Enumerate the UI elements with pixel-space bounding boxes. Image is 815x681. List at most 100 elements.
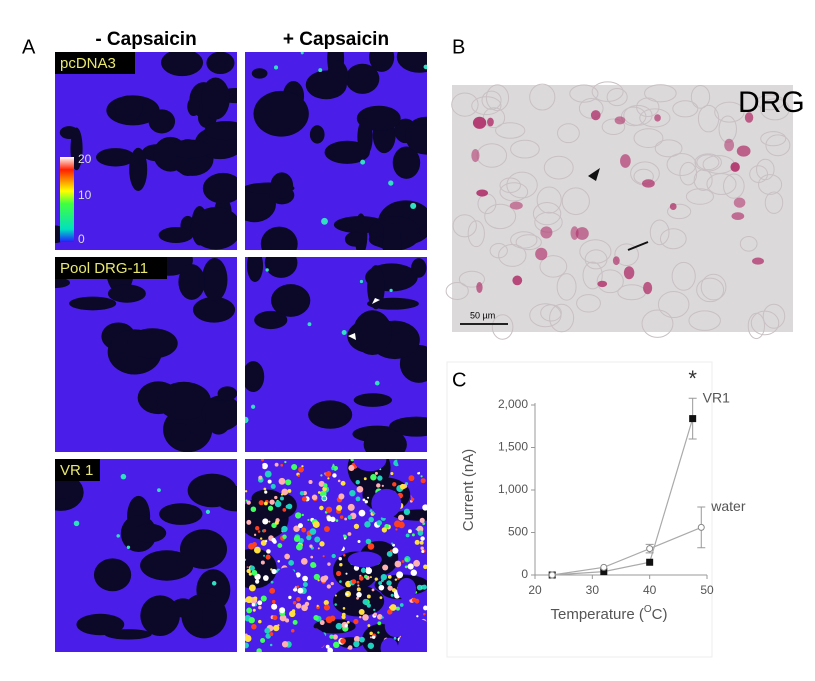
neuron [685,188,714,205]
y-tick-label: 2,000 [498,397,528,411]
dark-region [76,613,125,636]
fluorescence [258,619,262,624]
fluorescence [376,520,382,526]
colorbar: 20 10 0 [60,152,92,246]
fluorescence [380,573,387,581]
fluorescence [423,612,426,616]
labeled-neuron [597,280,608,288]
dark-region [69,296,117,311]
point [600,568,608,576]
labeled-neuron [540,226,553,239]
neuron [491,314,514,340]
dark-region [206,52,235,75]
fluorescence [308,479,313,485]
fluorescence [336,504,343,511]
fluorescence [341,612,346,617]
neuron [584,249,608,270]
fluorescence [332,473,337,478]
fluorescence [353,640,360,648]
fluorescence [403,508,411,516]
fluorescence [359,279,364,284]
fluorescence [263,487,267,491]
y-tick-label: 1,000 [498,482,528,496]
fluorescence [296,597,301,602]
micrograph [245,52,427,250]
fluorescence [274,462,279,467]
fluorescence [393,636,397,640]
neuron [499,182,529,202]
point [697,523,705,531]
panel-label: C [452,369,466,391]
arrowhead [588,168,600,181]
fluorescence [369,509,373,513]
fluorescence [400,521,404,525]
fluorescence [346,620,350,624]
fluorescence [419,540,424,545]
fluorescence [382,564,389,571]
fluorescence [362,614,369,621]
fluorescence [322,496,327,501]
fluorescence [377,631,380,634]
fluorescence [347,532,352,536]
dark-region [190,207,237,250]
labeled-neuron [512,275,523,286]
fluorescence [362,498,366,502]
dark-region [187,473,237,508]
neuron [539,255,568,278]
dark-region [205,400,233,435]
fluorescence [317,491,321,494]
fluorescence [278,477,286,485]
fluorescence [277,560,280,563]
fluorescence [289,610,296,618]
dark-region [326,60,349,93]
fluorescence [126,545,131,549]
fluorescence [401,560,405,563]
point [548,571,556,579]
fluorescence [245,558,247,561]
fluorescence [404,565,408,569]
fluorescence [258,605,262,610]
panel-frame [446,361,713,658]
fluorescence [258,500,264,506]
fluorescence [422,504,427,511]
labeled-neuron [731,212,745,221]
fluorescence [297,523,303,529]
fluorescence [396,571,404,579]
fluorescence [377,621,382,626]
x-tick-label: 40 [643,583,657,597]
neuron [693,169,713,191]
fluorescence [285,479,292,486]
fluorescence [392,543,395,547]
cell [275,567,298,593]
labeled-neuron [724,138,735,152]
fluorescence [256,575,261,579]
fluorescence [307,322,312,327]
fluorescence [251,602,256,607]
fluorescence [326,584,332,589]
neuron [578,97,604,119]
cell [245,459,263,481]
fluorescence [73,520,80,527]
scale-bar-label: 50 µm [470,310,495,320]
fluorescence [260,560,265,565]
neuron [582,261,603,290]
fluorescence [280,463,284,467]
micrograph [55,52,237,250]
fluorescence [334,603,337,606]
neuron [696,154,720,171]
fluorescence [323,599,329,606]
fluorescence [358,509,366,517]
fluorescence [293,525,300,532]
dark-region [107,284,146,303]
fluorescence [282,508,287,512]
fluorescence [272,615,278,621]
fluorescence [410,569,418,576]
fluorescence [327,477,330,480]
fluorescence [205,509,211,515]
neuron [532,202,562,226]
fluorescence [332,634,338,640]
micrograph [245,459,427,652]
cell [327,529,345,554]
fluorescence [253,546,261,554]
colorbar-tick: 0 [78,232,85,246]
